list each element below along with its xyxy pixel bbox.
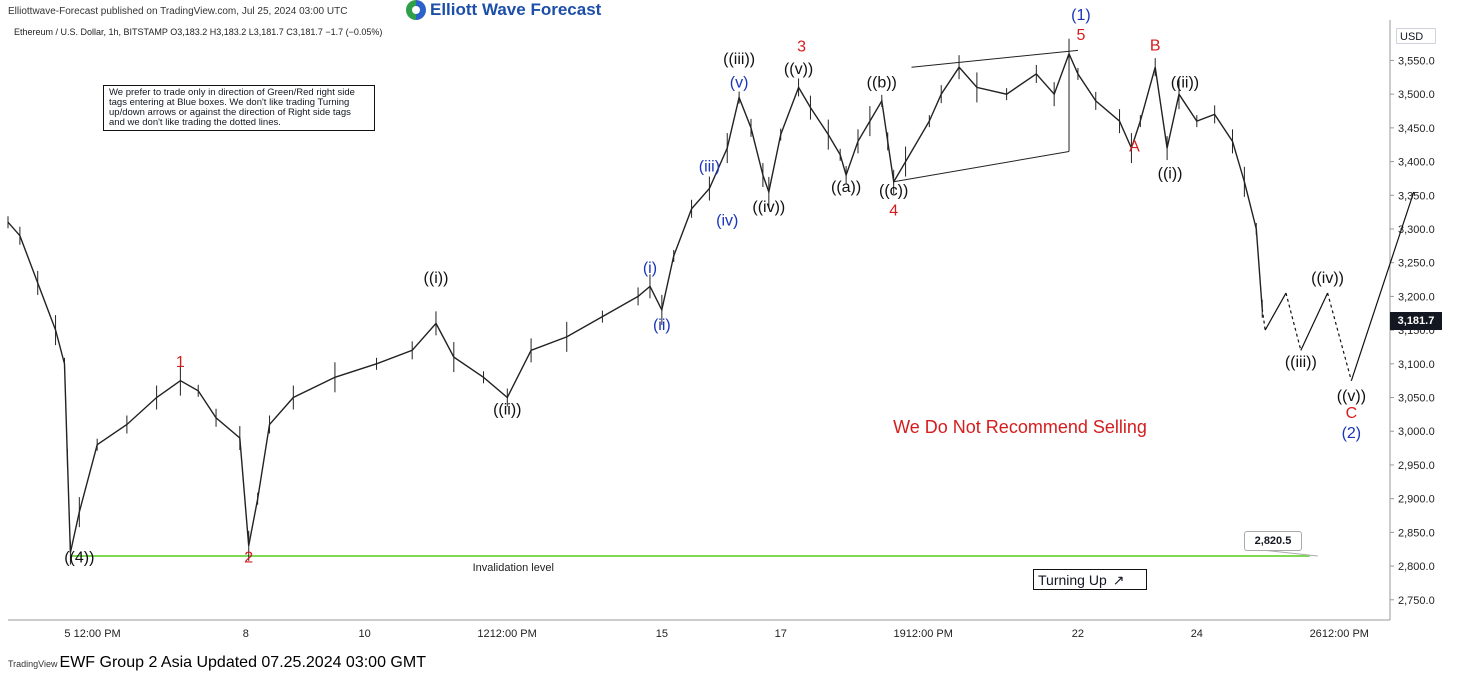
projection-segment: [1300, 292, 1329, 351]
price-series-line: [7, 51, 1263, 553]
y-tick-label: 3,300.0: [1398, 224, 1435, 236]
wave-label: ((ii)): [1171, 74, 1199, 91]
trading-note: We prefer to trade only in direction of …: [103, 85, 375, 131]
wave-label: ((iv)): [752, 199, 785, 216]
x-tick-label: 12:00 PM: [1322, 628, 1369, 640]
wave-label: 5: [1076, 27, 1085, 44]
currency-selector[interactable]: USD: [1396, 28, 1436, 44]
wave-label: ((b)): [867, 74, 897, 91]
publish-line: Elliottwave-Forecast published on Tradin…: [8, 6, 348, 17]
projection-segment: [1327, 292, 1352, 381]
projection-segment: [1350, 191, 1415, 381]
invalidation-label: Invalidation level: [473, 562, 554, 574]
y-tick-label: 2,950.0: [1398, 460, 1435, 472]
footer-caption: TradingView EWF Group 2 Asia Updated 07.2…: [8, 654, 426, 672]
brand-logo-icon: [406, 0, 426, 20]
x-tick-label: 26: [1310, 628, 1322, 640]
x-tick-label: 5: [64, 628, 70, 640]
x-tick-label: 15: [656, 628, 668, 640]
channel-line: [911, 49, 1078, 68]
brand-header: Elliott Wave Forecast: [406, 0, 601, 20]
wave-label: B: [1150, 37, 1161, 54]
channel-line: [893, 150, 1070, 183]
wave-label: ((c)): [879, 182, 908, 199]
wave-label: (i): [643, 260, 657, 277]
y-tick-label: 3,100.0: [1398, 359, 1435, 371]
wave-label: (iii): [699, 159, 720, 176]
wave-label: ((iii)): [1285, 354, 1317, 371]
wave-label: ((v)): [1337, 388, 1366, 405]
x-tick-label: 22: [1072, 628, 1084, 640]
wave-label: 4: [889, 203, 898, 220]
recommend-text: We Do Not Recommend Selling: [893, 417, 1147, 437]
wave-label: ((iii)): [723, 51, 755, 68]
last-price-badge: 3,181.7: [1390, 312, 1442, 330]
wave-label: ((a)): [831, 179, 861, 196]
x-tick-label: 8: [243, 628, 249, 640]
y-tick-label: 3,350.0: [1398, 190, 1435, 202]
turning-up-box: Turning Up ↗: [1033, 569, 1147, 590]
wave-label: 2: [244, 550, 253, 567]
wave-label: ((i)): [1158, 165, 1183, 182]
x-tick-label: 12:00 PM: [74, 628, 121, 640]
wave-label: ((iv)): [1311, 270, 1344, 287]
y-tick-label: 3,250.0: [1398, 258, 1435, 270]
y-tick-label: 3,050.0: [1398, 393, 1435, 405]
x-tick-label: 24: [1191, 628, 1203, 640]
wave-label: (v): [730, 74, 749, 91]
arrow-up-right-icon: ↗: [1112, 572, 1125, 588]
y-tick-label: 3,450.0: [1398, 123, 1435, 135]
projection-segment: [1264, 292, 1287, 331]
y-tick-label: 3,000.0: [1398, 426, 1435, 438]
wave-label: ((i)): [424, 270, 449, 287]
symbol-info: Ethereum / U.S. Dollar, 1h, BITSTAMP O3,…: [14, 27, 383, 37]
invalidation-value-callout: 2,820.5: [1244, 531, 1302, 551]
y-tick-label: 3,500.0: [1398, 89, 1435, 101]
y-tick-label: 3,550.0: [1398, 55, 1435, 67]
x-tick-label: 12: [477, 628, 489, 640]
x-tick-label: 12:00 PM: [490, 628, 537, 640]
wave-label: (iv): [716, 213, 738, 230]
projection-segment: [1285, 292, 1302, 351]
y-tick-label: 2,850.0: [1398, 527, 1435, 539]
x-tick-label: 10: [359, 628, 371, 640]
y-tick-label: 2,900.0: [1398, 494, 1435, 506]
wave-label: (ii): [653, 317, 671, 334]
wave-label: (2): [1342, 425, 1362, 442]
wave-label: A: [1129, 138, 1140, 155]
wave-label: (1): [1071, 7, 1091, 24]
wave-label: ((v)): [784, 61, 813, 78]
x-tick-label: 17: [775, 628, 787, 640]
y-tick-label: 3,200.0: [1398, 291, 1435, 303]
y-tick-label: 2,750.0: [1398, 595, 1435, 607]
wave-label: 3: [797, 39, 806, 56]
wave-label: C: [1346, 405, 1358, 422]
wave-label: ((4)): [64, 550, 94, 567]
footer-text: EWF Group 2 Asia Updated 07.25.2024 03:0…: [59, 654, 426, 671]
wave-label: 1: [176, 354, 185, 371]
wave-label: ((ii)): [493, 401, 521, 418]
x-tick-label: 12:00 PM: [906, 628, 953, 640]
turning-up-label: Turning Up: [1038, 572, 1107, 588]
y-tick-label: 2,800.0: [1398, 561, 1435, 573]
brand-name: Elliott Wave Forecast: [430, 0, 602, 19]
tradingview-logo: TradingView: [8, 659, 58, 669]
x-tick-label: 19: [893, 628, 905, 640]
y-tick-label: 3,400.0: [1398, 157, 1435, 169]
